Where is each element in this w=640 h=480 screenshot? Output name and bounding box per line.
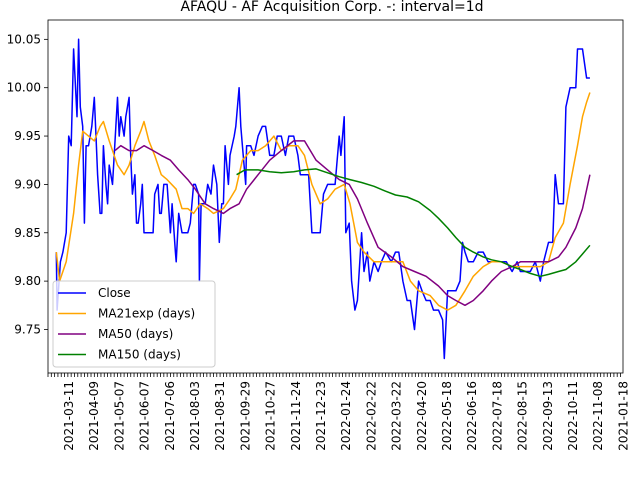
- plot-area: [55, 38, 591, 360]
- x-axis: 2021-03-11 2021-04-09 2021-05-07 2021-06-07…: [47, 373, 630, 451]
- plot-frame: [47, 19, 624, 374]
- y-tick-label: 10.00: [7, 81, 41, 95]
- x-tick-label: 2022-07-18: [490, 381, 504, 451]
- legend-label: MA21exp (days): [98, 307, 195, 321]
- legend-label: MA150 (days): [98, 348, 181, 362]
- x-tick-label: 2022-05-18: [440, 381, 454, 451]
- x-tick-label: 2021-03-11: [62, 381, 76, 451]
- legend-box: [52, 280, 216, 368]
- y-axis: 9.75 9.80 9.85 9.90 9.95 10.00 10.05: [7, 32, 48, 336]
- x-tick-label: 2022-09-13: [541, 381, 555, 451]
- x-tick-label: 2022-06-16: [465, 381, 479, 451]
- x-tick-label: 2022-11-08: [591, 381, 605, 451]
- x-tick-label: 2021-01-18: [616, 381, 630, 451]
- x-tick-label: 2021-10-27: [264, 381, 278, 451]
- legend-label: Close: [98, 286, 131, 300]
- x-tick-label: 2022-10-11: [566, 381, 580, 451]
- x-tick-label: 2022-02-22: [364, 381, 378, 451]
- y-tick-label: 9.95: [14, 129, 41, 143]
- series-line-0: [55, 38, 590, 360]
- x-tick-label: 2021-05-07: [112, 381, 126, 451]
- x-tick-label: 2021-11-24: [289, 381, 303, 451]
- chart-title: AFAQU - AF Acquisition Corp. -: interval…: [180, 0, 483, 15]
- legend-label: MA50 (days): [98, 327, 173, 341]
- series-line-2: [114, 140, 591, 307]
- x-tick-label: 2021-08-03: [188, 381, 202, 451]
- series-line-3: [236, 168, 591, 278]
- x-tick-label: 2022-04-20: [415, 381, 429, 451]
- legend: Close MA21exp (days) MA50 (days) MA150 (day…: [52, 280, 216, 368]
- y-tick-label: 9.75: [14, 322, 41, 336]
- x-tick-label: 2021-08-31: [213, 381, 227, 451]
- x-tick-label: 2021-09-29: [238, 381, 252, 451]
- y-tick-label: 10.05: [7, 32, 41, 46]
- x-tick-label: 2022-08-15: [516, 381, 530, 451]
- x-tick-label: 2021-12-23: [314, 381, 328, 451]
- x-tick-label: 2021-06-07: [138, 381, 152, 451]
- x-tick-label: 2021-07-06: [163, 381, 177, 451]
- x-tick-label: 2021-04-09: [87, 381, 101, 451]
- y-tick-label: 9.85: [14, 226, 41, 240]
- y-tick-label: 9.80: [14, 274, 41, 288]
- y-tick-label: 9.90: [14, 177, 41, 191]
- x-tick-label: 2022-03-22: [390, 381, 404, 451]
- x-tick-label: 2022-01-24: [339, 381, 353, 451]
